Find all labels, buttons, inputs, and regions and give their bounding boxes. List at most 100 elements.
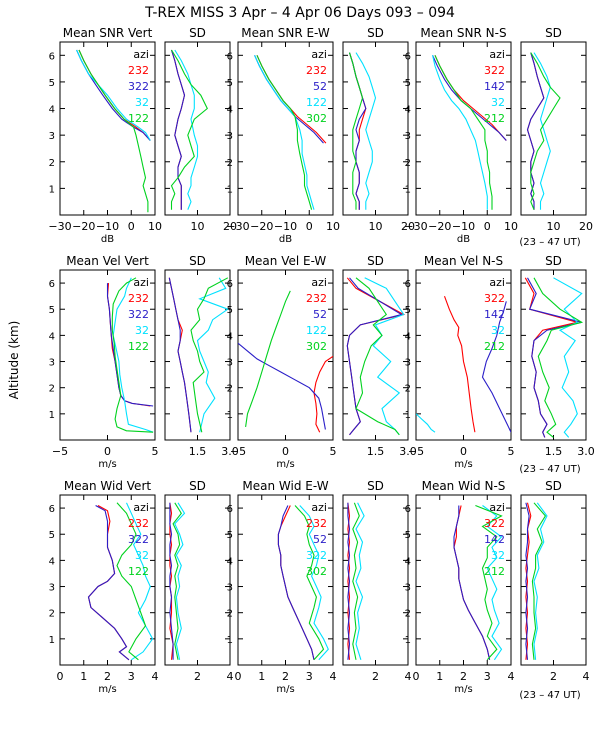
series-line-212 <box>533 277 584 438</box>
legend-entry-232: 232 <box>128 292 149 305</box>
x-tick-label: −20 <box>428 220 451 233</box>
y-tick-label: 1 <box>405 410 411 421</box>
x-tick-label: 3 <box>484 670 491 683</box>
panel-wid_vert: Mean Wid Vert 1 2 3 4 5 6 0 1 2 3 4 m/s azi 232 322 32 12… <box>49 479 159 695</box>
series-line-52 <box>238 342 326 430</box>
y-tick-label: 6 <box>405 51 411 62</box>
plot-frame <box>342 269 409 441</box>
y-tick-label: 5 <box>49 305 55 316</box>
series-line-32 <box>416 413 436 433</box>
legend-entry-212: 212 <box>484 112 505 125</box>
x-axis-label: m/s <box>98 684 116 695</box>
legend-heading: azi <box>489 501 505 514</box>
y-tick-label: 5 <box>405 530 411 541</box>
panel-title: Mean Wid N-S <box>422 479 506 493</box>
y-tick-label: 3 <box>227 583 233 594</box>
x-tick-label: 1 <box>80 670 87 683</box>
panel-wid_ew: Mean Wid E-W 1 2 3 4 5 6 0 1 2 3 4 m/s azi 232 52 322 302 <box>227 479 337 695</box>
x-axis-label: m/s <box>276 684 294 695</box>
time-note-row1: (23 – 47 UT) <box>519 237 580 248</box>
y-tick-label: 3 <box>227 131 233 142</box>
series-line-32 <box>482 505 503 661</box>
legend-entry-32: 32 <box>135 96 149 109</box>
legend-entry-232: 232 <box>306 64 327 77</box>
x-tick-label: 20 <box>579 220 593 233</box>
series-group <box>76 49 151 213</box>
series-group <box>416 296 511 433</box>
y-tick-label: 1 <box>49 184 55 195</box>
legend-entry-52: 52 <box>313 308 327 321</box>
y-axis-label: Altitude (km) <box>7 321 21 400</box>
x-tick-label: 0 <box>104 445 111 458</box>
panel-title: SD <box>189 479 206 493</box>
legend-entry-32: 32 <box>491 549 505 562</box>
y-tick-label: 3 <box>227 358 233 369</box>
x-tick-label: 2 <box>194 670 201 683</box>
series-line-142 <box>453 505 491 660</box>
series-line-122 <box>172 502 182 660</box>
legend-entry-32: 32 <box>135 549 149 562</box>
y-tick-label: 6 <box>227 504 233 515</box>
x-tick-label: 3.0 <box>221 445 239 458</box>
series-group <box>432 55 507 210</box>
series-line-52 <box>277 505 315 660</box>
y-tick-label: 5 <box>227 78 233 89</box>
panel-vel_ns_sd: SD 1.5 3.0 <box>520 254 595 458</box>
series-line-122 <box>170 49 208 210</box>
panel-title: SD <box>189 26 206 40</box>
panel-title: Mean Vel N-S <box>424 254 503 268</box>
legend-entry-322: 322 <box>128 533 149 546</box>
x-tick-label: 5 <box>152 445 159 458</box>
series-line-52 <box>346 277 403 436</box>
x-tick-label: 2 <box>104 670 111 683</box>
legend-entry-322: 322 <box>484 517 505 530</box>
y-tick-label: 2 <box>405 609 411 620</box>
series-line-322 <box>169 502 174 660</box>
legend-heading: azi <box>311 501 327 514</box>
y-tick-label: 5 <box>227 530 233 541</box>
x-tick-label: 5 <box>508 445 515 458</box>
y-tick-label: 3 <box>49 131 55 142</box>
y-tick-label: 3 <box>405 583 411 594</box>
legend-entry-322: 322 <box>128 80 149 93</box>
x-axis-label: dB <box>279 234 292 245</box>
plot-frame <box>520 494 587 666</box>
series-line-212 <box>434 55 493 210</box>
time-note-row3: (23 – 47 UT) <box>519 690 580 701</box>
x-tick-label: 0 <box>235 670 242 683</box>
series-group <box>106 277 154 433</box>
series-line-32 <box>174 49 199 210</box>
series-group <box>168 277 229 433</box>
series-line-322 <box>87 505 130 661</box>
x-tick-label: 4 <box>405 670 412 683</box>
y-tick-label: 5 <box>405 305 411 316</box>
legend-entry-212: 212 <box>484 565 505 578</box>
x-tick-label: −30 <box>226 220 249 233</box>
legend-heading: azi <box>133 276 149 289</box>
x-tick-label: 1.5 <box>367 445 385 458</box>
panel-wid_vert_sd: SD 2 4 <box>164 479 234 683</box>
series-group <box>525 502 548 660</box>
x-tick-label: −10 <box>274 220 297 233</box>
x-tick-label: 3 <box>306 670 313 683</box>
panel-vel_vert_sd: SD 1.5 3.0 <box>164 254 239 458</box>
x-tick-label: 3.0 <box>399 445 417 458</box>
x-axis-label: dB <box>101 234 114 245</box>
series-line-122 <box>190 277 229 433</box>
x-tick-label: 5 <box>330 445 337 458</box>
series-group <box>524 277 584 438</box>
panel-title: SD <box>367 254 384 268</box>
legend-entry-212: 212 <box>484 340 505 353</box>
panel-snr_ew_sd: SD 10 20 <box>342 26 415 233</box>
x-tick-label: 10 <box>326 220 340 233</box>
x-tick-label: 1.5 <box>545 445 563 458</box>
y-tick-label: 4 <box>227 105 233 116</box>
x-axis-label: m/s <box>276 459 294 470</box>
series-line-232 <box>87 505 130 661</box>
x-tick-label: 3.0 <box>577 445 595 458</box>
y-tick-label: 1 <box>227 635 233 646</box>
y-tick-label: 2 <box>405 158 411 169</box>
y-tick-label: 1 <box>405 635 411 646</box>
